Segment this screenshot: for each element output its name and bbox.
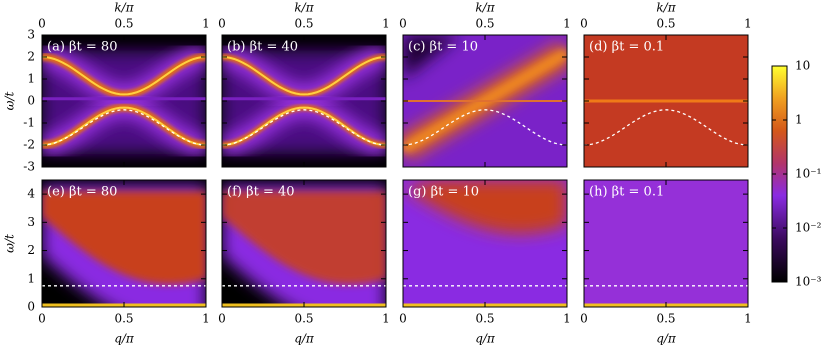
x-tick-label: 0.5 [114,312,133,326]
x-tick-label: 0.5 [656,17,675,31]
x-axis-label: k/π [114,1,134,15]
heatmap [584,35,748,167]
colorbar-tick-label: 10 [795,59,810,73]
x-axis-label: k/π [294,1,314,15]
y-axis-label: ω/t [3,92,17,111]
panel-label: (a) βt = 80 [47,40,117,55]
y-tick-label: -3 [23,160,35,174]
y-axis-label: ω/t [3,234,17,253]
x-tick-label: 0.5 [475,312,494,326]
colorbar-tick-label: 10⁻³ [795,275,822,289]
y-tick-label: 0 [27,300,35,314]
x-axis-label: k/π [656,1,676,15]
x-tick-label: 1 [563,312,571,326]
panel-label: (f) βt = 40 [227,185,295,200]
x-axis-label: q/π [475,332,496,346]
panel-label: (c) βt = 10 [408,40,478,55]
heatmap-fill [403,35,461,79]
y-tick-label: 1 [27,271,35,285]
x-tick-label: 0.5 [475,17,494,31]
colorbar-tick-label: 10⁻¹ [795,167,821,181]
x-tick-label: 1 [563,17,571,31]
x-axis-label: q/π [114,332,135,346]
x-tick-label: 1 [744,17,752,31]
y-tick-label: 4 [27,187,35,201]
x-tick-label: 0.5 [656,312,675,326]
x-tick-label: 1 [202,312,210,326]
x-axis-label: q/π [656,332,677,346]
panel-label: (h) βt = 0.1 [589,185,664,200]
colorbar-tick-label: 1 [795,113,803,127]
x-axis-label: k/π [475,1,495,15]
y-tick-label: -1 [23,116,35,130]
x-tick-label: 0 [218,312,226,326]
y-tick-label: 2 [27,243,35,257]
panel-label: (e) βt = 80 [47,185,117,200]
heatmap-fill [42,191,206,285]
y-tick-label: 0 [27,94,35,108]
x-tick-label: 0.5 [294,312,313,326]
heatmap [403,35,567,167]
x-tick-label: 1 [382,312,390,326]
heatmap [222,35,386,167]
x-tick-label: 0 [580,312,588,326]
x-tick-label: 0.5 [114,17,133,31]
y-tick-label: 3 [27,215,35,229]
y-tick-label: 3 [27,28,35,42]
heatmap [403,180,567,307]
reference-curve [584,109,748,146]
y-tick-label: -2 [23,138,35,152]
heatmap [222,180,386,307]
heatmap-fill [584,180,748,307]
x-tick-label: 0 [218,17,226,31]
heatmap-fill [222,56,386,96]
heatmap [42,35,206,167]
heatmap [42,180,206,307]
panel-label: (b) βt = 40 [227,40,298,55]
x-tick-label: 0 [580,17,588,31]
heatmap-fill [42,56,206,96]
x-axis-label: q/π [294,332,315,346]
x-tick-label: 1 [202,17,210,31]
heatmap-fill [222,191,386,285]
x-tick-label: 1 [382,17,390,31]
panel-label: (g) βt = 10 [408,185,479,200]
x-tick-label: 0 [38,17,46,31]
heatmap-fill [403,180,567,234]
reference-curve [403,109,567,146]
x-tick-label: 1 [744,312,752,326]
panel-label: (d) βt = 0.1 [589,40,664,55]
y-tick-label: 2 [27,50,35,64]
colorbar-tick-label: 10⁻² [795,221,822,235]
y-tick-label: 1 [27,72,35,86]
x-tick-label: 0 [38,312,46,326]
x-tick-label: 0.5 [294,17,313,31]
x-tick-label: 0 [399,17,407,31]
x-tick-label: 0 [399,312,407,326]
reference-curve [42,109,206,146]
reference-curve [222,109,386,146]
